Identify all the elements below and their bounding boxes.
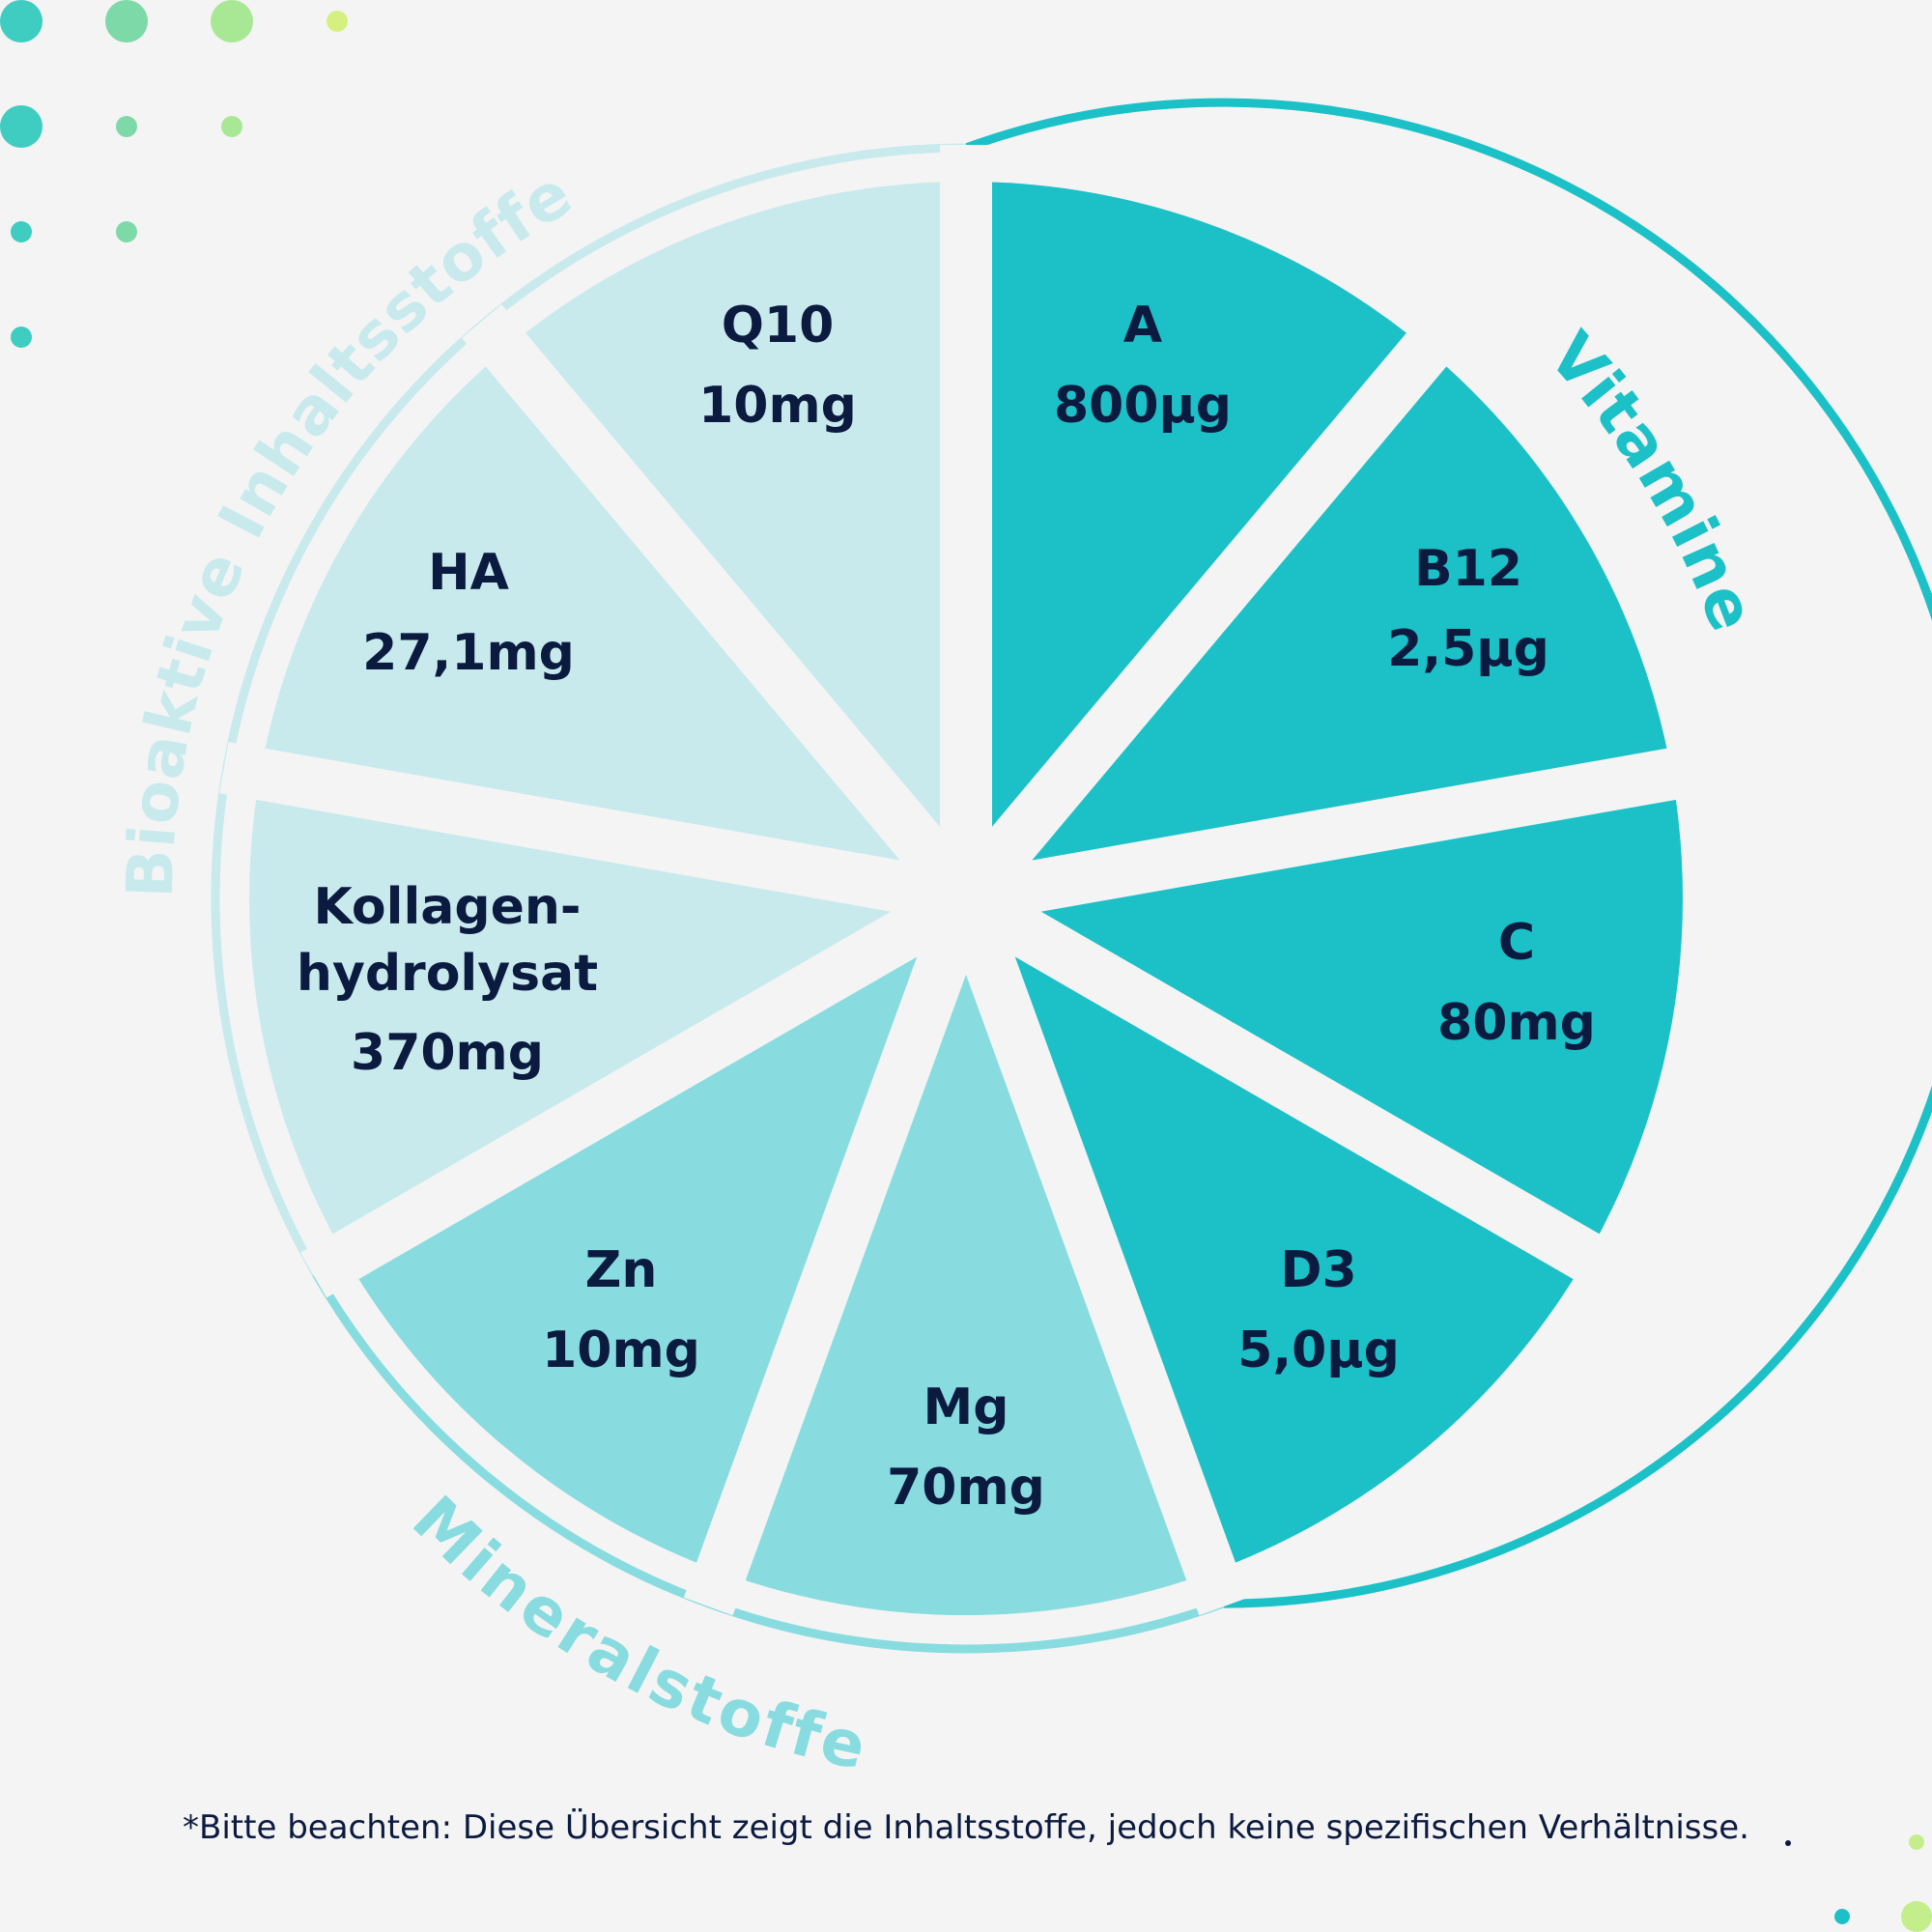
pie-slices [249,182,1683,1616]
label-c-name: C [1498,914,1535,972]
label-b12-name: B12 [1414,540,1522,598]
label-d3-value: 5,0µg [1237,1321,1400,1379]
ring-bioaktive [211,143,967,1276]
slice-q10 [505,182,966,898]
label-ha-value: 27,1mg [362,624,575,682]
slice-separators [219,145,1713,1616]
label-q10-value: 10mg [698,377,857,435]
label-ha-name: HA [428,544,509,602]
label-zn-name: Zn [585,1241,658,1299]
slice-b12 [966,349,1672,899]
slice-a [966,182,1427,898]
decorative-dots-top-left [0,0,348,348]
label-b12-value: 2,5µg [1387,620,1549,678]
label-q10-name: Q10 [722,297,835,355]
label-mg-name: Mg [923,1378,1009,1436]
label-c-value: 80mg [1437,994,1596,1052]
slice-zn [345,898,966,1573]
label-kollagen-value: 370mg [351,1024,544,1082]
label-kollagen-name-2: hydrolysat [297,945,598,1003]
ring-vitamine [964,98,1932,1608]
label-zn-value: 10mg [542,1321,700,1379]
label-a-value: 800µg [1054,377,1232,435]
label-mg-value: 70mg [887,1459,1045,1517]
slice-d3 [966,898,1587,1573]
slice-c [966,774,1683,1257]
label-a-name: A [1123,297,1162,355]
slice-kollagen [249,774,966,1257]
label-d3-name: D3 [1280,1241,1356,1299]
slice-ha [260,349,966,899]
slice-labels: A 800µg B12 2,5µg C 80mg D3 5,0µg Mg 70m… [297,297,1596,1517]
label-kollagen-name-1: Kollagen- [314,878,582,936]
slice-mg [721,898,1211,1616]
decorative-dots-bottom-right [1785,1834,1932,1932]
footnote: *Bitte beachten: Diese Übersicht zeigt d… [183,1808,1749,1847]
